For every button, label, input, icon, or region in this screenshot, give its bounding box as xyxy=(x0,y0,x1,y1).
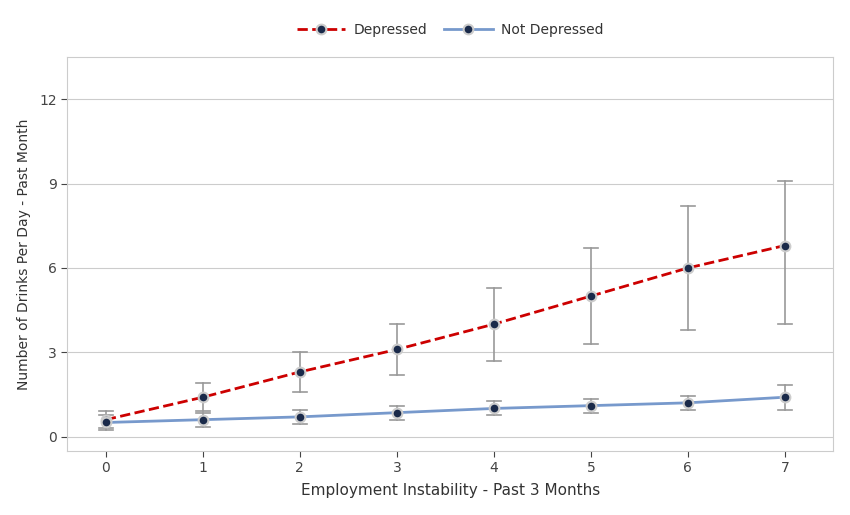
Legend: Depressed, Not Depressed: Depressed, Not Depressed xyxy=(292,17,609,42)
Y-axis label: Number of Drinks Per Day - Past Month: Number of Drinks Per Day - Past Month xyxy=(17,118,31,390)
X-axis label: Employment Instability - Past 3 Months: Employment Instability - Past 3 Months xyxy=(301,484,600,499)
